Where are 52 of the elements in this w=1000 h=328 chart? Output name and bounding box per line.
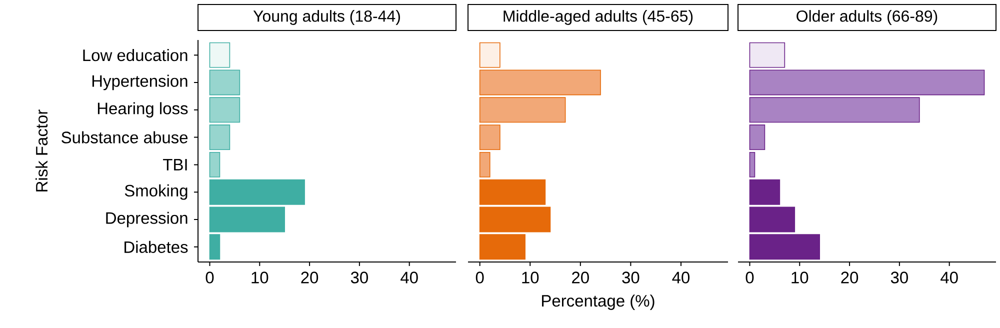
x-tick-label: 30: [890, 272, 908, 284]
bar: [479, 152, 490, 178]
y-tick-label: TBI: [163, 159, 187, 170]
chart-title: Older adults (66-89): [796, 10, 938, 25]
chart-title: Middle-aged adults (45-65): [504, 10, 693, 25]
x-tick-label: 20: [572, 272, 589, 284]
x-axis-title: Percentage (%): [542, 294, 654, 310]
x-tick-label: 20: [841, 272, 858, 284]
bar: [479, 124, 500, 150]
bar: [209, 206, 285, 232]
x-tick-label: 10: [792, 272, 808, 284]
bar: [209, 97, 240, 123]
x-tick-label: 20: [301, 272, 318, 284]
bar: [479, 70, 601, 96]
bar: [209, 70, 240, 96]
bar: [749, 42, 786, 68]
y-tick-label: Smoking: [124, 184, 188, 200]
bar: [479, 42, 500, 68]
bar: [749, 97, 920, 123]
x-tick-label: 0: [476, 272, 484, 284]
y-tick-label: Substance abuse: [62, 131, 188, 144]
x-tick-label: 0: [746, 272, 754, 284]
y-tick-label: Diabetes: [124, 240, 188, 253]
bar: [209, 234, 220, 260]
x-tick-label: 30: [622, 272, 640, 284]
y-tick-label: Hearing loss: [98, 102, 188, 118]
bar: [479, 206, 551, 232]
bar: [749, 179, 780, 205]
y-tick-label: Depression: [106, 212, 188, 228]
bar: [479, 97, 566, 123]
bar: [479, 234, 526, 260]
bar: [749, 152, 756, 178]
y-tick-label: Hypertension: [92, 74, 188, 90]
x-tick-label: 10: [252, 272, 268, 284]
y-axis-title: Risk Factor: [35, 110, 48, 192]
x-tick-label: 40: [672, 272, 690, 284]
bar: [209, 42, 230, 68]
x-tick-label: 40: [400, 272, 418, 284]
bar: [209, 124, 230, 150]
x-tick-label: 30: [350, 272, 368, 284]
x-tick-label: 40: [940, 272, 958, 284]
bar: [209, 152, 220, 178]
x-tick-label: 10: [522, 272, 539, 284]
bar: [209, 179, 305, 205]
bar: [749, 234, 820, 260]
y-tick-label: Low education: [83, 49, 188, 62]
x-tick-label: 0: [206, 272, 214, 284]
bar: [749, 206, 796, 232]
chart-title: Young adults (18-44): [253, 10, 400, 25]
bar: [479, 179, 546, 205]
bar: [749, 70, 985, 96]
bar: [749, 124, 766, 150]
